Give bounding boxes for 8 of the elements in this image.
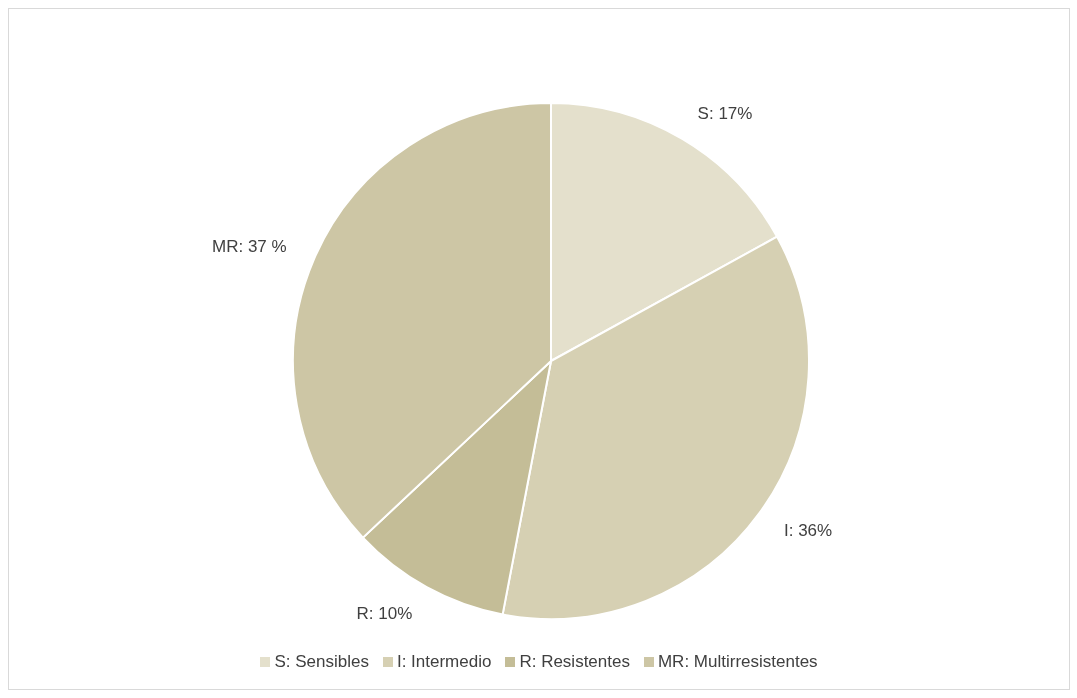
data-label: MR: 37 % [212,237,287,257]
legend-label: MR: Multirresistentes [656,652,818,672]
data-label: R: 10% [356,603,413,623]
data-label: S: 17% [697,103,753,123]
legend-label: R: Resistentes [518,652,630,672]
data-label: I: 36% [784,520,833,540]
legend-label: I: Intermedio [395,652,492,672]
legend-label: S: Sensibles [273,652,369,672]
